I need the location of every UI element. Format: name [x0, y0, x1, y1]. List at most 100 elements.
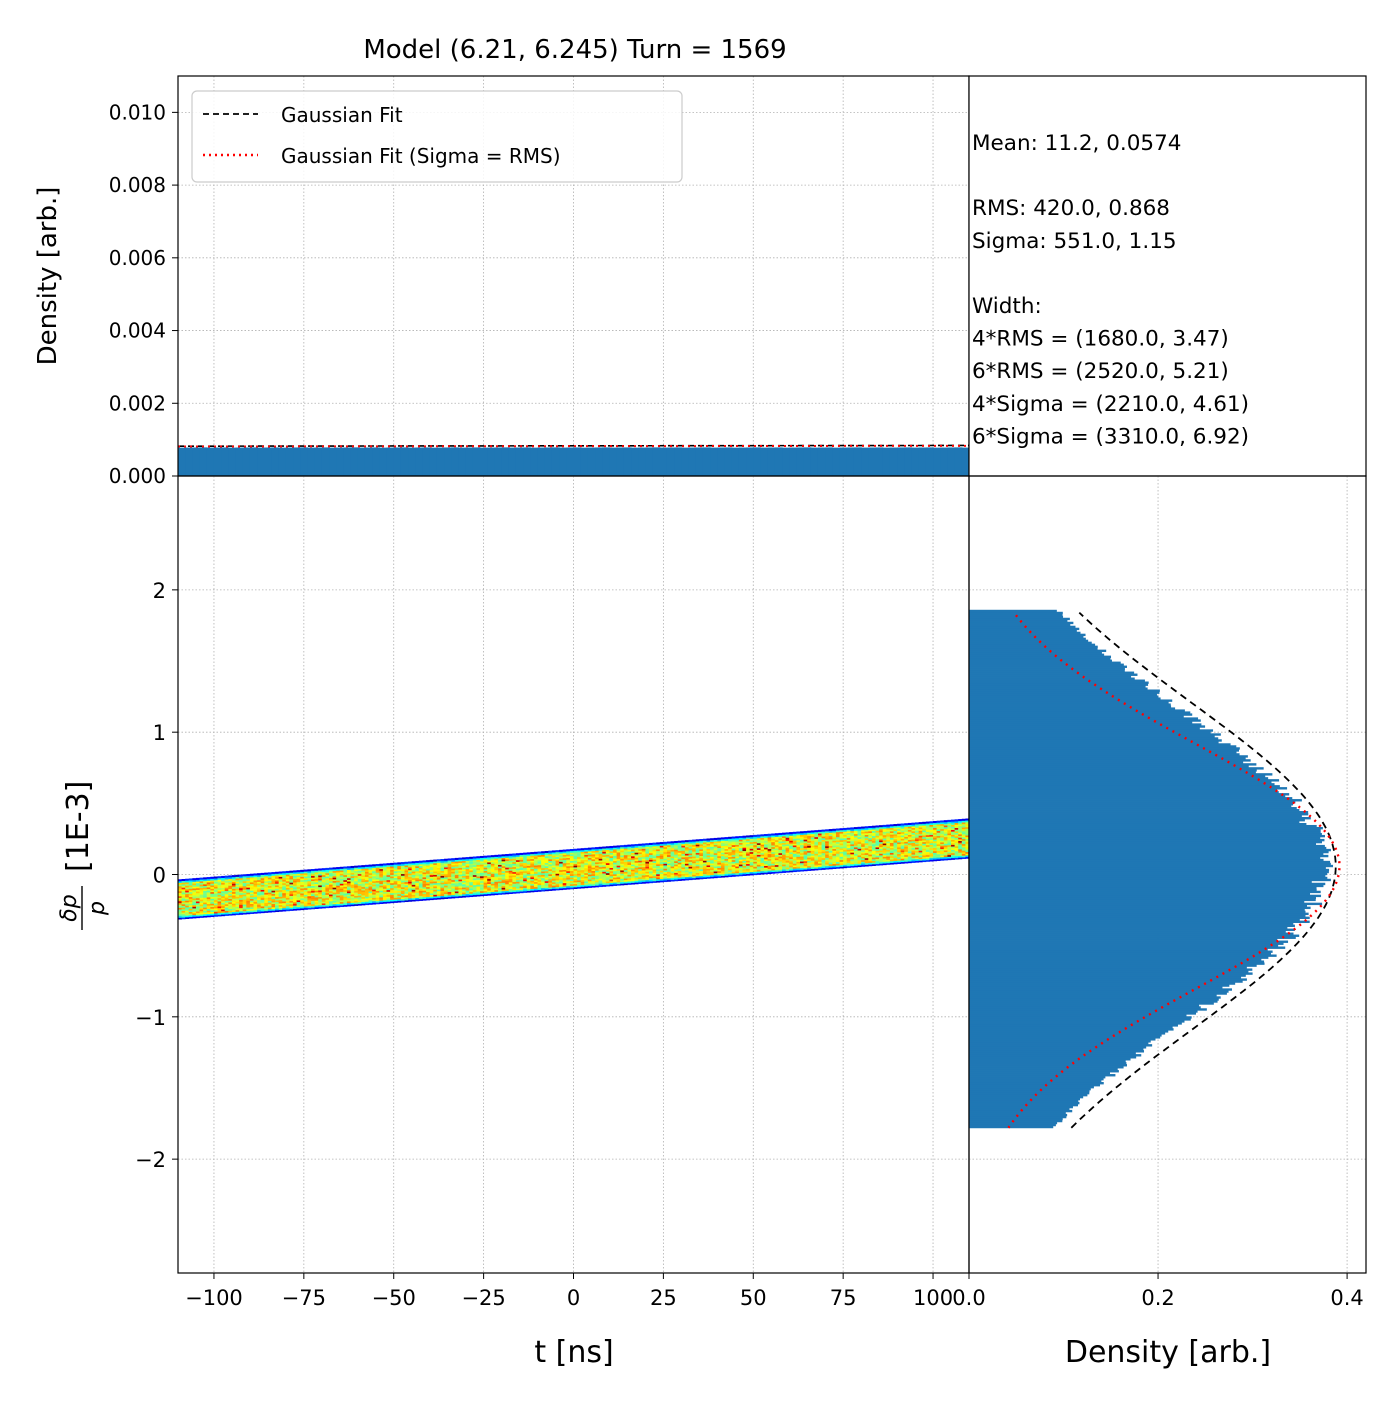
top-histogram-bar: [775, 447, 783, 476]
top-histogram-bar: [271, 447, 279, 476]
top-histogram-bar: [473, 447, 481, 476]
heatmap-cell: [523, 853, 527, 855]
top-histogram-bar: [904, 447, 912, 476]
top-histogram-bar: [365, 448, 373, 476]
heatmap-cell: [494, 855, 498, 857]
top-histogram-bar: [609, 448, 617, 476]
heatmap-cell: [545, 851, 549, 853]
top-histogram-bar: [660, 448, 668, 476]
heatmap-cell: [311, 869, 315, 871]
top-histogram-bar: [753, 447, 761, 476]
heatmap-cell: [225, 876, 229, 878]
top-histogram-bar: [955, 447, 963, 476]
top-histogram-bar: [811, 448, 819, 476]
top-histogram-bar: [559, 448, 567, 476]
top-histogram-bar: [178, 448, 186, 476]
heatmap-cell: [473, 857, 477, 859]
top-histogram-bar: [494, 447, 502, 476]
top-histogram-bar: [458, 448, 466, 476]
heatmap-cell: [189, 878, 193, 880]
heatmap-cell: [246, 874, 250, 876]
heatmap-cell: [336, 867, 340, 869]
heatmap-cell: [376, 864, 380, 866]
heatmap-cell: [297, 870, 301, 872]
heatmap-cell: [232, 875, 236, 877]
top-histogram-bar: [782, 448, 790, 476]
heatmap-cell: [469, 857, 473, 859]
top-histogram-bar: [883, 448, 891, 476]
heatmap-cell: [876, 825, 880, 827]
top-histogram-bar: [236, 448, 244, 476]
heatmap-cell: [886, 825, 890, 827]
heatmap-cell: [893, 824, 897, 826]
heatmap-cell: [638, 844, 642, 846]
top-y-axis-label: Density [arb.]: [33, 187, 63, 366]
top-y-tick-label: 0.006: [109, 246, 166, 270]
heatmap-cell: [825, 829, 829, 831]
heatmap-cell: [710, 838, 714, 840]
heatmap-cell: [419, 861, 423, 863]
heatmap-cell: [606, 846, 610, 848]
top-y-tick-label: 0.010: [109, 100, 166, 124]
top-histogram-bar: [595, 447, 603, 476]
top-histogram-bar: [185, 448, 193, 476]
top-histogram-bar: [689, 448, 697, 476]
top-histogram-bar: [890, 448, 898, 476]
top-histogram-bar: [523, 447, 531, 476]
heatmap-cell: [422, 860, 426, 862]
top-histogram-bar: [804, 447, 812, 476]
heatmap-cell: [530, 852, 534, 854]
top-histogram-bar: [329, 448, 337, 476]
top-histogram-bar: [358, 448, 366, 476]
top-histogram-bar: [293, 447, 301, 476]
heatmap-cell: [681, 840, 685, 842]
heatmap-cell: [865, 826, 869, 828]
heatmap-cell: [210, 877, 214, 879]
heatmap-cell: [192, 878, 196, 880]
top-histogram-bar: [336, 448, 344, 476]
heatmap-cell: [829, 829, 833, 831]
top-histogram-bar: [408, 448, 416, 476]
heatmap-cell: [764, 834, 768, 836]
top-histogram-bar: [387, 448, 395, 476]
top-histogram-bar: [581, 448, 589, 476]
top-y-tick-label: 0.002: [109, 391, 166, 415]
heatmap-cell: [221, 876, 225, 878]
heatmap-cell: [264, 873, 268, 875]
heatmap-cell: [714, 838, 718, 840]
heatmap-cell: [879, 825, 883, 827]
top-histogram-bar: [681, 448, 689, 476]
top-histogram-bar: [947, 447, 955, 476]
heatmap-cell: [890, 824, 894, 826]
top-histogram-bar: [760, 448, 768, 476]
heatmap-cell: [768, 834, 772, 836]
heatmap-cell: [358, 865, 362, 867]
heatmap-cell: [243, 874, 247, 876]
heatmap-cell: [721, 837, 725, 839]
top-histogram-bar: [818, 448, 826, 476]
top-histogram-bar: [940, 448, 948, 476]
heatmap-cell: [412, 861, 416, 863]
top-histogram-bar: [502, 447, 510, 476]
heatmap-cell: [286, 871, 290, 873]
heatmap-cell: [426, 860, 430, 862]
heatmap-cell: [387, 863, 391, 865]
heatmap-cell: [397, 862, 401, 864]
top-histogram-bar: [394, 447, 402, 476]
legend: Gaussian Fit Gaussian Fit (Sigma = RMS): [192, 91, 682, 182]
heatmap-cell: [182, 879, 186, 881]
top-histogram-bar: [631, 448, 639, 476]
heatmap-cell: [462, 857, 466, 859]
top-histogram-bar: [444, 447, 452, 476]
heatmap-cell: [577, 848, 581, 850]
top-histogram-bar: [379, 448, 387, 476]
heatmap-cell: [793, 832, 797, 834]
top-histogram-bar: [739, 448, 747, 476]
heatmap-cell: [685, 840, 689, 842]
top-histogram-bar: [221, 447, 229, 476]
top-histogram-bar: [322, 447, 330, 476]
stats-line: 4*Sigma = (2210.0, 4.61): [972, 392, 1249, 417]
heatmap-cell: [250, 874, 254, 876]
top-histogram-bar: [538, 448, 546, 476]
heatmap-cell: [534, 852, 538, 854]
